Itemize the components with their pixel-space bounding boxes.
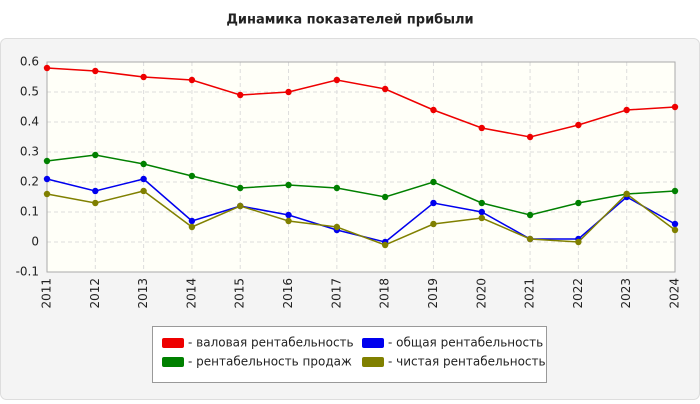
data-point (237, 91, 244, 99)
y-tick-label: 0 (31, 235, 39, 249)
x-tick-label: 2017 (329, 278, 343, 309)
data-point (188, 76, 196, 84)
chart-title: Динамика показателей прибыли (226, 13, 473, 28)
data-point (237, 184, 244, 192)
data-point (333, 184, 341, 192)
data-point (92, 67, 99, 75)
data-point (671, 187, 679, 195)
y-tick-label: 0.6 (20, 55, 39, 69)
data-point (285, 217, 292, 225)
data-point (575, 238, 582, 246)
y-tick-label: -0.1 (16, 265, 39, 279)
legend-swatch (362, 338, 384, 348)
data-point (381, 193, 389, 201)
data-point (430, 220, 437, 228)
data-point (43, 157, 51, 165)
x-tick-label: 2022 (571, 278, 585, 309)
data-point (575, 199, 582, 207)
data-point (671, 226, 679, 234)
legend-label: - общая рентабельность (388, 336, 543, 350)
x-tick-label: 2015 (233, 278, 247, 309)
legend-swatch (162, 338, 184, 348)
legend-swatch (162, 357, 184, 367)
x-tick-label: 2021 (523, 278, 537, 309)
x-tick-label: 2023 (619, 278, 633, 309)
data-point (430, 106, 437, 114)
data-point (381, 241, 389, 249)
y-tick-label: 0.4 (20, 115, 39, 129)
x-tick-label: 2011 (40, 278, 54, 309)
data-point (188, 223, 196, 231)
data-point (478, 199, 485, 207)
data-point (623, 190, 630, 198)
data-point (188, 172, 196, 180)
data-point (140, 187, 147, 195)
data-point (381, 85, 389, 93)
x-tick-label: 2013 (136, 278, 150, 309)
legend-swatch (362, 357, 384, 367)
data-point (333, 223, 341, 231)
data-point (92, 151, 99, 159)
y-tick-label: 0.5 (20, 85, 39, 99)
data-point (430, 178, 437, 186)
data-point (478, 214, 485, 222)
data-point (92, 199, 99, 207)
data-point (575, 121, 582, 129)
data-point (140, 73, 147, 81)
series-line (46, 190, 676, 246)
data-point (188, 217, 196, 225)
data-point (237, 202, 244, 210)
x-tick-label: 2012 (88, 278, 102, 309)
data-point (43, 64, 51, 72)
data-point (526, 211, 534, 219)
data-point (285, 211, 292, 219)
data-point (623, 106, 630, 114)
x-tick-label: 2014 (184, 278, 198, 309)
data-point (285, 88, 292, 96)
series-line (46, 67, 676, 138)
data-point (671, 220, 679, 228)
series-line (46, 154, 676, 216)
y-tick-label: 0.3 (20, 145, 39, 159)
data-point (478, 124, 485, 132)
legend-label: - чистая рентабельность (388, 355, 546, 369)
data-point (92, 187, 99, 195)
data-point (430, 199, 437, 207)
data-point (43, 190, 51, 198)
plot-area (47, 62, 675, 272)
data-point (333, 76, 341, 84)
legend (152, 326, 547, 383)
data-point (526, 133, 534, 141)
x-tick-label: 2024 (668, 278, 682, 309)
data-point (140, 175, 147, 183)
data-point (526, 235, 534, 243)
data-point (478, 208, 485, 216)
x-tick-label: 2016 (281, 278, 295, 309)
legend-label: - рентабельность продаж (188, 355, 352, 369)
data-point (140, 160, 147, 168)
data-point (43, 175, 51, 183)
x-tick-label: 2019 (426, 278, 440, 309)
plot-border (46, 61, 676, 273)
x-tick-label: 2020 (474, 278, 488, 309)
y-tick-label: 0.2 (20, 175, 39, 189)
y-tick-label: 0.1 (20, 205, 39, 219)
legend-label: - валовая рентабельность (188, 336, 354, 350)
data-point (285, 181, 292, 189)
data-point (671, 103, 679, 111)
x-tick-label: 2018 (378, 278, 392, 309)
